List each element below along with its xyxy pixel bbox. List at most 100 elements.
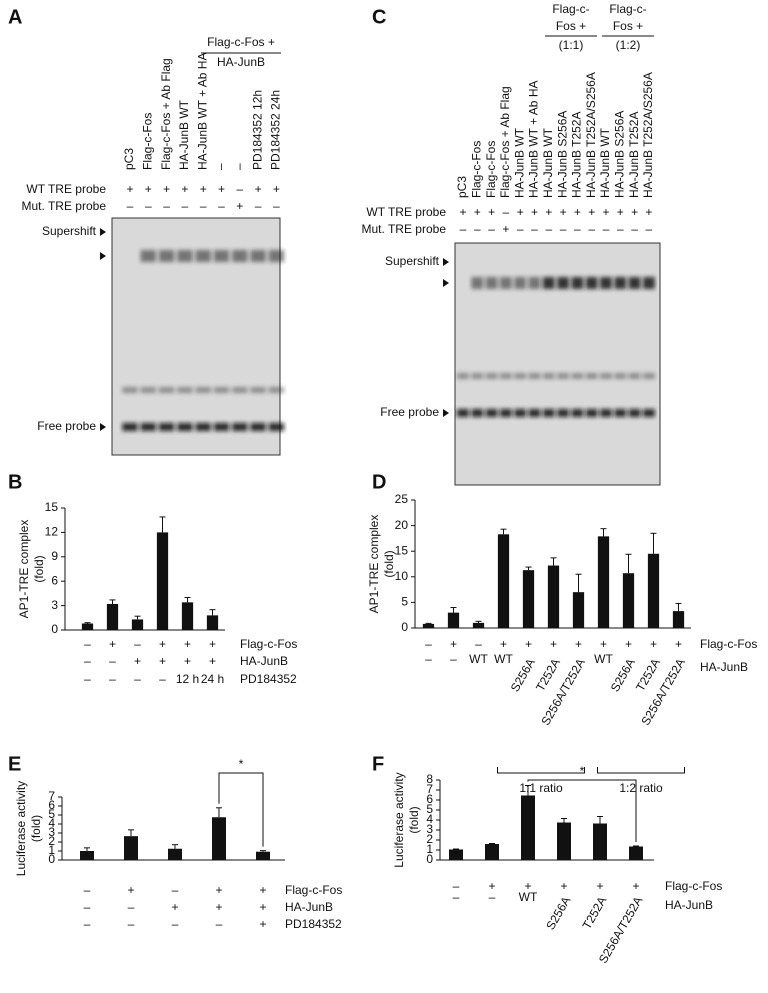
probe-sign: + <box>545 205 552 219</box>
free-band <box>642 409 655 417</box>
bar <box>485 844 499 860</box>
error-bar <box>650 532 657 554</box>
panel-label: C <box>372 6 386 28</box>
error-bar <box>84 622 91 624</box>
nonspecific-band <box>585 373 598 379</box>
bar <box>521 795 535 860</box>
y-tick-label: 5 <box>48 807 55 821</box>
probe-sign: + <box>602 205 609 219</box>
complex-band <box>642 277 655 289</box>
condition-value: – <box>84 672 91 686</box>
probe-sign: – <box>145 199 152 213</box>
probe-sign: – <box>200 199 207 213</box>
probe-sign: + <box>502 222 509 236</box>
y-tick-label: 0 <box>51 622 58 636</box>
y-tick-label: 8 <box>426 772 433 786</box>
lane-label: Flag-c-Fos <box>484 141 498 198</box>
free-band <box>268 423 285 431</box>
group-bracket <box>597 767 685 774</box>
bar <box>256 851 270 860</box>
condition-value: + <box>127 883 134 897</box>
y-tick-label: 7 <box>426 782 433 796</box>
nonspecific-band <box>158 387 175 393</box>
nonspecific-band <box>499 373 512 379</box>
panel-label: D <box>372 471 386 493</box>
nonspecific-band <box>140 387 156 393</box>
group-label: 1:1 ratio <box>519 781 563 795</box>
probe-sign: – <box>460 222 467 236</box>
probe-sign: – <box>218 199 225 213</box>
complex-band <box>471 277 484 289</box>
y-tick-label: 1 <box>48 843 55 857</box>
arrow <box>443 409 449 417</box>
complex-band <box>528 277 541 289</box>
header: (1:2) <box>616 38 641 52</box>
probe-sign: – <box>163 199 170 213</box>
condition-value: + <box>134 654 141 668</box>
y-tick-label: 6 <box>426 792 433 806</box>
probe-sign: – <box>603 222 610 236</box>
condition-value: + <box>632 879 639 893</box>
probe-label: WT TRE probe <box>366 205 446 219</box>
probe-sign: + <box>517 205 524 219</box>
header: Fos + <box>556 19 586 33</box>
condition-value: – <box>425 637 432 651</box>
panel-label: A <box>8 6 22 28</box>
probe-sign: – <box>273 199 280 213</box>
probe-sign: – <box>127 199 134 213</box>
y-tick-label: 3 <box>48 825 55 839</box>
condition-value: – <box>84 654 91 668</box>
bar <box>156 532 169 630</box>
bar <box>168 848 182 860</box>
probe-sign: + <box>488 205 495 219</box>
header: Flag-c- <box>609 2 646 16</box>
header: Flag-c-Fos + <box>207 35 275 49</box>
panel-label: B <box>8 471 22 493</box>
probe-sign: + <box>531 205 538 219</box>
free-band <box>250 423 266 431</box>
free-band <box>514 409 527 417</box>
nonspecific-band <box>177 387 193 393</box>
bar <box>124 836 138 860</box>
probe-sign: + <box>617 205 624 219</box>
lane-label: HA-JunB WT <box>598 127 612 198</box>
condition-value: – <box>159 672 166 686</box>
y-tick-label: 4 <box>48 816 55 830</box>
probe-sign: + <box>459 205 466 219</box>
condition-value: – <box>172 917 179 931</box>
bar <box>206 615 219 630</box>
condition-value: + <box>450 637 457 651</box>
error-bar <box>184 596 191 603</box>
bar <box>81 623 94 630</box>
y-tick-label: 9 <box>51 549 58 563</box>
free-band <box>499 409 512 417</box>
significance-bracket <box>527 779 637 842</box>
condition-value: – <box>128 900 135 914</box>
condition-value: 12 h <box>176 672 199 686</box>
lane-label: Flag-c-Fos + Ab Flag <box>159 58 173 170</box>
condition-value: – <box>450 652 457 666</box>
y-tick-label: 5 <box>426 802 433 816</box>
bar <box>593 823 607 860</box>
bar <box>597 536 610 628</box>
condition-value: + <box>575 637 582 651</box>
complex-band <box>268 250 285 262</box>
condition-label: Flag-c-Fos <box>240 637 297 651</box>
y-tick-label: 6 <box>51 573 58 587</box>
probe-sign: + <box>181 182 188 196</box>
error-bar <box>209 609 216 616</box>
y-tick-label: 3 <box>426 822 433 836</box>
condition-value: + <box>675 637 682 651</box>
probe-sign: + <box>645 205 652 219</box>
probe-sign: + <box>474 205 481 219</box>
error-bar <box>260 850 266 852</box>
lane-label: HA-JunB S256A <box>612 111 626 198</box>
nonspecific-band <box>514 373 527 379</box>
probe-sign: – <box>474 222 481 236</box>
condition-label: HA-JunB <box>240 654 288 668</box>
lane-label: HA-JunB WT <box>541 127 555 198</box>
free-band <box>158 423 175 431</box>
lane-label: Flag-c-Fos + Ab Flag <box>498 86 512 198</box>
lane-label: Flag-c-Fos <box>469 141 483 198</box>
